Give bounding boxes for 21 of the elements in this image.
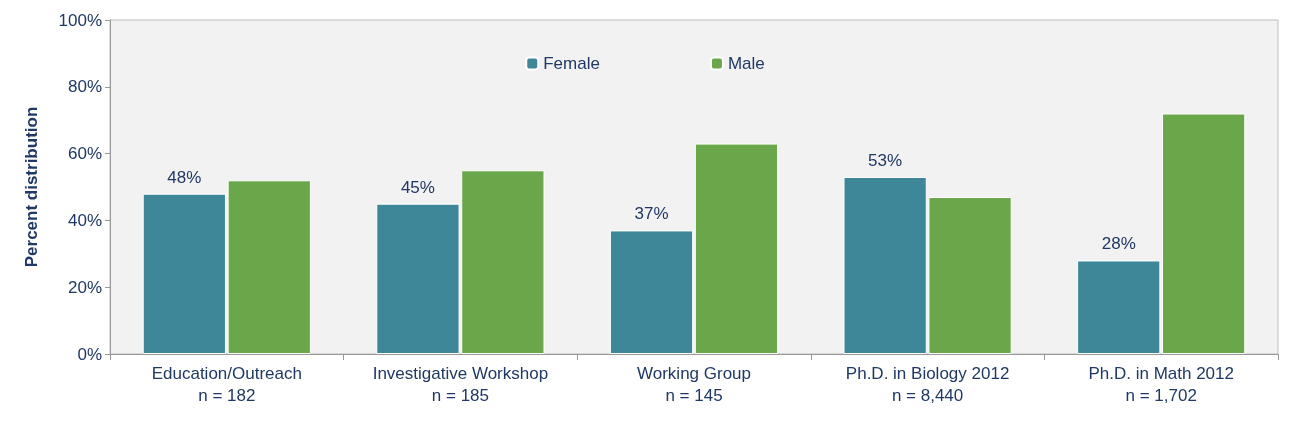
data-label: 53%: [868, 150, 903, 170]
x-tick-label: Ph.D. in Math 2012 n = 1,702: [1088, 363, 1234, 405]
legend-label: Female: [543, 54, 600, 73]
y-tick-label: 60%: [67, 144, 102, 164]
y-tick-label: 20%: [67, 277, 102, 297]
y-tick-label: 40%: [67, 210, 102, 230]
y-tick-label: 100%: [58, 10, 102, 30]
data-label: 37%: [634, 204, 669, 224]
x-tick-label: Investigative Workshop n = 185: [372, 363, 549, 405]
y-axis-title: Percent distribution: [22, 106, 41, 268]
y-tick-label: 80%: [67, 77, 102, 97]
legend-label: Male: [727, 54, 765, 73]
data-label: 45%: [400, 177, 435, 197]
bar: [609, 230, 694, 354]
y-tick-label: 0%: [77, 344, 102, 364]
bar: [694, 143, 779, 354]
x-tick-label: Ph.D. in Biology 2012 n = 8,440: [845, 363, 1010, 405]
x-tick-label: Education/Outreach n = 182: [151, 363, 302, 405]
x-tick-label: Working Group n = 145: [636, 363, 752, 405]
data-label: 48%: [167, 167, 202, 187]
data-label: 28%: [1101, 234, 1136, 254]
